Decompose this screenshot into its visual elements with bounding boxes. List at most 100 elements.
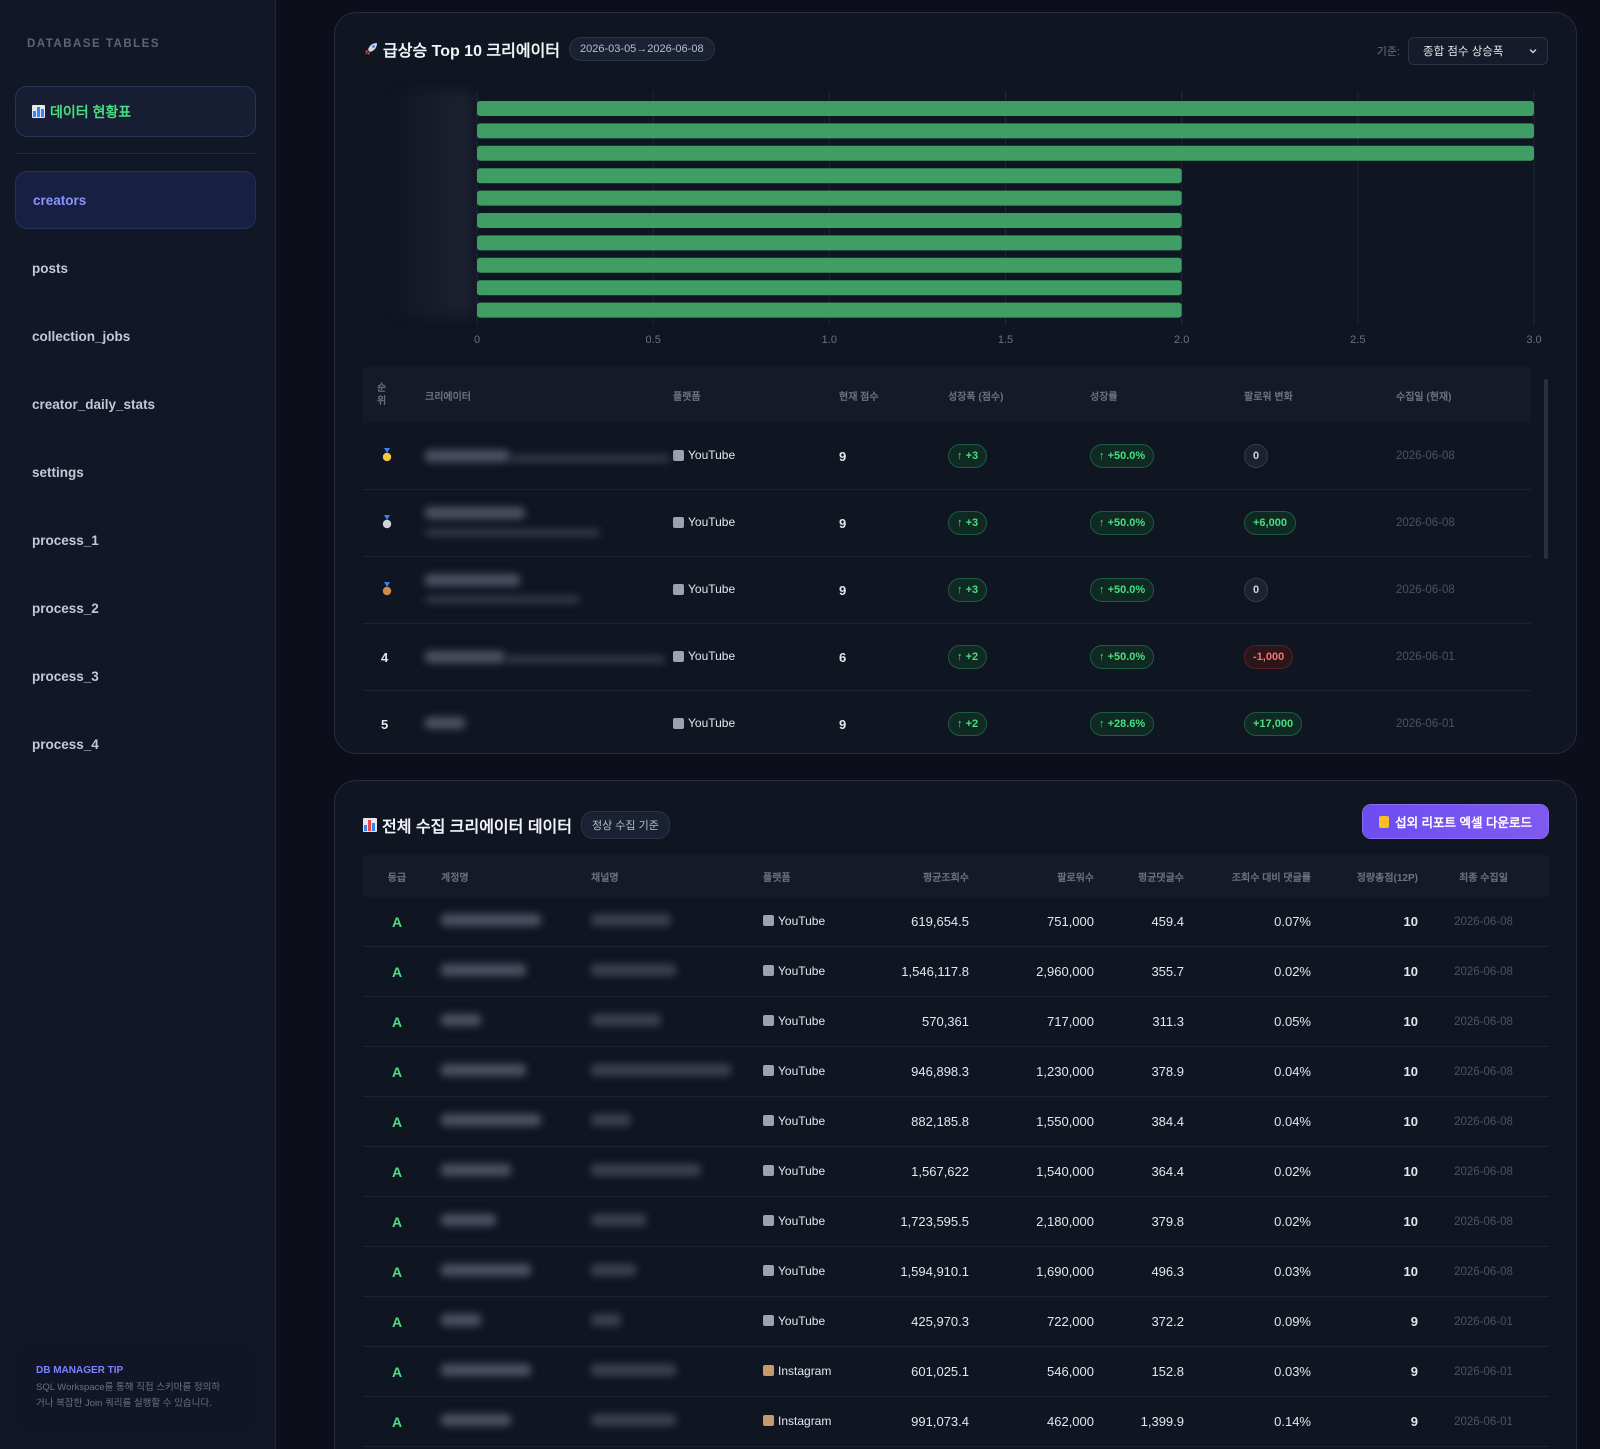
rate-badge: ↑ +50.0%	[1090, 578, 1155, 602]
rising-header-1[interactable]: 크리에이터	[425, 391, 471, 403]
all-header-5[interactable]: 팔로워수	[1057, 872, 1094, 884]
chart-bar[interactable]	[477, 101, 1534, 116]
all-header-7[interactable]: 조회수 대비 댓글률	[1231, 872, 1311, 884]
filter-select[interactable]: 종합 점수 상승폭	[1408, 37, 1548, 65]
creator-row[interactable]: A Instagram 601,025.1 546,000 152.8 0.03% 9 202…	[363, 1347, 1549, 1397]
sidebar-item-process-1[interactable]: process_1	[32, 532, 99, 548]
youtube-icon	[673, 650, 684, 662]
excel-download-button[interactable]: 섭외 리포트 엑셀 다운로드	[1363, 805, 1548, 838]
rising-header-2[interactable]: 플랫폼	[673, 391, 701, 403]
all-header-9[interactable]: 최종 수집일	[1459, 872, 1508, 884]
account-name-redacted[interactable]	[431, 1264, 583, 1279]
creator-name-redacted[interactable]	[421, 448, 673, 465]
creator-row[interactable]: A YouTube 1,594,910.1 1,690,000 496.3 0.03% 10…	[363, 1247, 1549, 1297]
creator-name-redacted[interactable]	[421, 649, 673, 666]
creator-row[interactable]: A YouTube 425,970.3 722,000 372.2 0.09% 9 2026-…	[363, 1297, 1549, 1347]
creator-name-redacted[interactable]	[421, 574, 673, 606]
creator-row[interactable]: A YouTube 1,723,595.5 2,180,000 379.8 0.02% 10…	[363, 1197, 1549, 1247]
channel-name-redacted[interactable]	[583, 1064, 763, 1079]
account-name-redacted[interactable]	[431, 914, 583, 929]
chart-bar[interactable]	[477, 145, 1534, 161]
rising-row[interactable]: 4 YouTube 6 ↑ +2 ↑ +50.0% -1,000 2026-06-01	[363, 624, 1531, 691]
growth-value: +2	[965, 718, 979, 730]
rising-header-6[interactable]: 팔로워 변화	[1244, 391, 1293, 403]
rising-header-3[interactable]: 현재 점수	[839, 391, 879, 403]
rising-header-4[interactable]: 성장폭 (점수)	[948, 391, 1004, 403]
channel-name-redacted[interactable]	[583, 1414, 763, 1429]
all-header-0[interactable]: 등급	[387, 872, 407, 884]
channel-name-redacted[interactable]	[583, 1214, 763, 1229]
account-name-redacted[interactable]	[431, 1364, 583, 1379]
total-score: 10	[1403, 1214, 1418, 1229]
avg-views: 882,185.8	[911, 1114, 969, 1129]
sidebar-item-creator-daily-stats[interactable]: creator_daily_stats	[32, 396, 156, 412]
growth-badge: ↑ +3	[948, 444, 988, 468]
account-name-redacted[interactable]	[431, 1014, 583, 1029]
chart-bar[interactable]	[477, 213, 1182, 228]
chart-bar[interactable]	[477, 257, 1182, 273]
rising-header-0[interactable]: 순위	[377, 383, 387, 407]
channel-name-redacted[interactable]	[583, 1014, 763, 1029]
rising-row[interactable]: YouTube 9 ↑ +3 ↑ +50.0% 0 2026-06-08	[363, 557, 1531, 624]
channel-name-redacted[interactable]	[583, 1264, 763, 1279]
chart-bar[interactable]	[477, 235, 1182, 251]
channel-name-redacted[interactable]	[583, 914, 763, 929]
chart-bar[interactable]	[477, 280, 1182, 296]
creator-row[interactable]: A YouTube 1,567,622 1,540,000 364.4 0.02% 10 20…	[363, 1147, 1549, 1197]
sidebar-item-process-4[interactable]: process_4	[32, 736, 99, 752]
account-name-redacted[interactable]	[431, 1414, 583, 1429]
all-header-6[interactable]: 평균댓글수	[1138, 872, 1184, 884]
creator-row[interactable]: A Instagram 991,073.4 462,000 1,399.9 0.14% 9 2…	[363, 1397, 1549, 1447]
creator-name-redacted[interactable]	[421, 716, 673, 732]
sidebar-item-process-3[interactable]: process_3	[32, 668, 99, 684]
all-header-1[interactable]: 계정명	[441, 872, 469, 884]
chart-bar[interactable]	[477, 168, 1182, 184]
rising-table-scrollbar[interactable]	[1544, 379, 1548, 559]
all-header-8[interactable]: 정량총점(12P)	[1356, 872, 1418, 884]
rising-row[interactable]: YouTube 9 ↑ +3 ↑ +50.0% +6,000 2026-06-08	[363, 490, 1531, 557]
creator-row[interactable]: A YouTube 619,654.5 751,000 459.4 0.07% 10 2026…	[363, 897, 1549, 947]
growth-cell: ↑ +2	[948, 712, 1090, 736]
all-header-4[interactable]: 평균조회수	[923, 872, 969, 884]
growth-badge: ↑ +2	[948, 645, 988, 669]
account-name-redacted[interactable]	[431, 1314, 583, 1329]
collected-date: 2026-06-08	[1396, 450, 1455, 462]
chart-bar[interactable]	[477, 302, 1182, 318]
creator-row[interactable]: A YouTube 882,185.8 1,550,000 384.4 0.04% 10 20…	[363, 1097, 1549, 1147]
chart-bar[interactable]	[477, 123, 1534, 139]
account-name-redacted[interactable]	[431, 1114, 583, 1129]
channel-name-redacted[interactable]	[583, 1114, 763, 1129]
chart-bar[interactable]	[477, 190, 1182, 206]
x-tick-label: 0.5	[646, 334, 661, 343]
sidebar-item-posts[interactable]: posts	[32, 260, 69, 276]
all-header-3[interactable]: 플랫폼	[763, 872, 791, 884]
account-name-redacted[interactable]	[431, 1064, 583, 1079]
account-name-redacted[interactable]	[431, 964, 583, 979]
rising-row[interactable]: 5 YouTube 9 ↑ +2 ↑ +28.6% +17,000 2026-06-01	[363, 691, 1531, 741]
all-header-2[interactable]: 채널명	[591, 872, 619, 884]
rising-header-7[interactable]: 수집일 (현재)	[1396, 391, 1452, 403]
rising-row[interactable]: YouTube 9 ↑ +3 ↑ +50.0% 0 2026-06-08	[363, 423, 1531, 490]
sidebar-item-creators[interactable]: creators	[15, 171, 256, 229]
follower-change-cell: 0	[1244, 444, 1396, 468]
creator-row[interactable]: A YouTube 946,898.3 1,230,000 378.9 0.04% 10 20…	[363, 1047, 1549, 1097]
creator-name-redacted[interactable]	[421, 507, 673, 539]
dashboard-link[interactable]: 데이터 현황표	[15, 86, 256, 137]
follower-change-badge: +6,000	[1244, 511, 1296, 535]
channel-name-redacted[interactable]	[583, 1164, 763, 1179]
sidebar-item-settings[interactable]: settings	[32, 464, 84, 480]
last-collected-date: 2026-06-08	[1454, 1165, 1513, 1178]
rate-cell: ↑ +50.0%	[1090, 645, 1244, 669]
channel-name-redacted[interactable]	[583, 964, 763, 979]
account-name-redacted[interactable]	[431, 1164, 583, 1179]
rising-header-5[interactable]: 성장률	[1090, 391, 1118, 403]
account-name-redacted[interactable]	[431, 1214, 583, 1229]
sidebar-item-process-2[interactable]: process_2	[32, 600, 99, 616]
sidebar-item-collection-jobs[interactable]: collection_jobs	[32, 328, 131, 344]
channel-name-redacted[interactable]	[583, 1364, 763, 1379]
creator-row[interactable]: A YouTube 570,361 717,000 311.3 0.05% 10 2026-0…	[363, 997, 1549, 1047]
channel-name-redacted[interactable]	[583, 1314, 763, 1329]
x-tick-label: 1.0	[822, 334, 837, 343]
youtube-icon	[763, 915, 774, 927]
creator-row[interactable]: A YouTube 1,546,117.8 2,960,000 355.7 0.02% 10…	[363, 947, 1549, 997]
